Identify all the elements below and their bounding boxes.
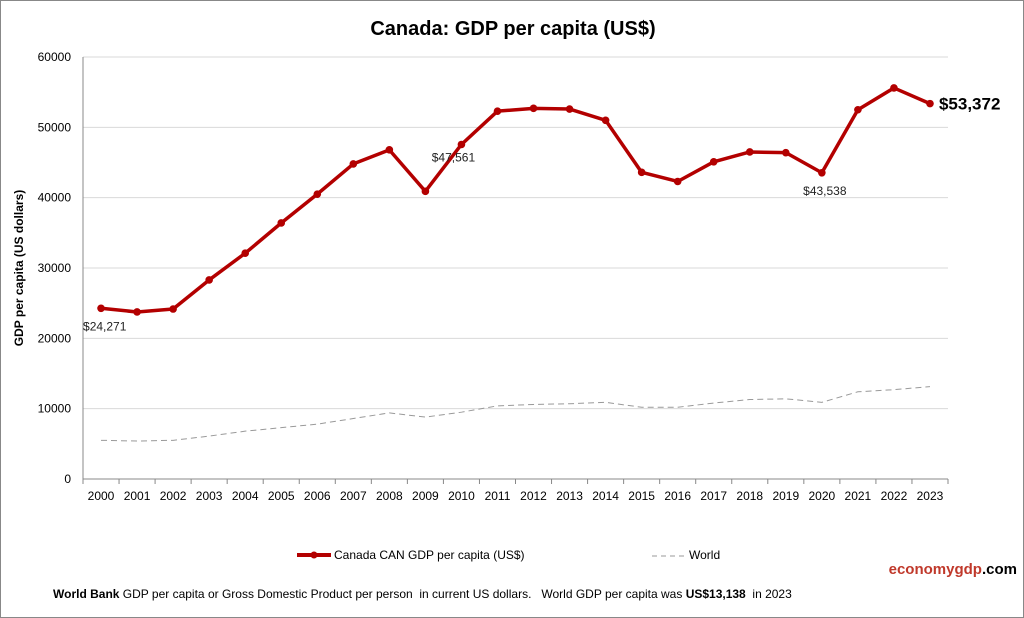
data-point-canada-2014 (601, 116, 610, 125)
data-label-2010: $47,561 (432, 150, 476, 164)
data-point-canada-2008 (385, 146, 394, 154)
x-tick-label: 2012 (520, 489, 547, 503)
data-point-canada-2022 (890, 84, 898, 92)
data-point-canada-2006 (313, 190, 322, 198)
y-tick-label: 50000 (38, 120, 72, 134)
data-point-canada-2017 (709, 157, 718, 166)
data-point-canada-2021 (854, 105, 862, 114)
x-tick-label: 2002 (160, 489, 187, 503)
data-point-canada-2009 (421, 187, 430, 196)
data-point-canada-2015 (637, 168, 646, 177)
x-tick-label: 2015 (628, 489, 655, 503)
x-tick-label: 2009 (412, 489, 439, 503)
x-tick-label: 2008 (376, 489, 403, 503)
legend-world-label: World (689, 548, 720, 562)
series-world-line (101, 386, 931, 442)
series-canada-line (100, 86, 931, 314)
y-tick-label: 20000 (38, 331, 72, 345)
x-tick-label: 2017 (700, 489, 727, 503)
data-point-canada-2002 (169, 305, 177, 313)
x-tick-label: 2022 (881, 489, 908, 503)
x-tick-label: 2016 (664, 489, 691, 503)
data-point-canada-2001 (133, 308, 141, 316)
legend-canada-marker (310, 551, 318, 559)
x-tick-label: 2006 (304, 489, 331, 503)
data-label-2020: $43,538 (803, 184, 847, 198)
footer-note: World Bank GDP per capita or Gross Domes… (53, 587, 792, 601)
data-point-canada-2020 (818, 168, 826, 177)
x-tick-label: 2020 (809, 489, 836, 503)
legend-canada-label: Canada CAN GDP per capita (US$) (334, 548, 525, 562)
data-point-canada-2018 (745, 148, 754, 156)
x-tick-label: 2010 (448, 489, 475, 503)
data-point-canada-2004 (241, 249, 249, 258)
x-tick-label: 2023 (917, 489, 944, 503)
x-tick-label: 2007 (340, 489, 367, 503)
data-point-canada-2023 (926, 99, 934, 108)
y-tick-label: 0 (64, 472, 71, 486)
y-tick-label: 30000 (38, 261, 72, 275)
x-tick-label: 2000 (88, 489, 115, 503)
chart-title: Canada: GDP per capita (US$) (370, 18, 655, 40)
data-point-canada-2019 (782, 148, 790, 157)
data-point-canada-2007 (349, 160, 358, 168)
x-tick-label: 2013 (556, 489, 583, 503)
x-tick-label: 2004 (232, 489, 259, 503)
y-tick-label: 10000 (38, 402, 72, 416)
data-point-canada-2012 (529, 104, 538, 113)
data-point-canada-2016 (673, 177, 682, 186)
x-tick-label: 2001 (124, 489, 151, 503)
x-tick-label: 2003 (196, 489, 223, 503)
x-tick-label: 2021 (845, 489, 872, 503)
data-point-canada-2003 (205, 276, 213, 284)
data-label-2000: $24,271 (83, 319, 127, 333)
y-tick-label: 60000 (38, 50, 72, 64)
data-point-canada-2011 (493, 107, 502, 115)
x-tick-label: 2018 (736, 489, 763, 503)
legend: Canada CAN GDP per capita (US$) World (297, 548, 720, 562)
data-point-canada-2000 (97, 304, 105, 313)
economygdp-logo: economygdp.com (889, 561, 1017, 578)
data-point-canada-2013 (565, 105, 574, 113)
x-tick-label: 2019 (772, 489, 799, 503)
x-tick-label: 2005 (268, 489, 295, 503)
x-tick-label: 2014 (592, 489, 619, 503)
x-tick-label: 2011 (485, 489, 511, 503)
data-label-2023: $53,372 (939, 95, 1000, 114)
y-axis-label: GDP per capita (US dollars) (12, 190, 26, 347)
data-point-canada-2005 (277, 219, 286, 227)
y-tick-label: 40000 (38, 191, 72, 205)
data-point-canada-2010 (457, 140, 466, 149)
